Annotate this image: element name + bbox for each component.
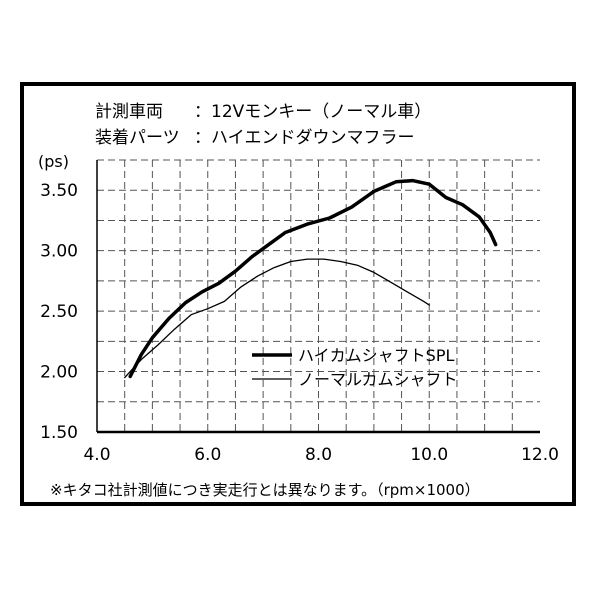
- x-tick-label: 8.0: [305, 445, 332, 465]
- series-line-2: [124, 258, 430, 379]
- legend: ハイカムシャフトSPL ノーマルカムシャフト: [252, 346, 458, 389]
- x-tick-label: 6.0: [194, 445, 221, 465]
- header-line1-label: 計測車両: [95, 102, 163, 122]
- y-tick-label: 3.00: [40, 242, 78, 262]
- y-tick-label: 2.00: [40, 363, 78, 383]
- header-line1-value: ：12Vモンキー（ノーマル車）: [194, 102, 431, 122]
- chart-frame: [20, 82, 576, 506]
- x-tick-label: 4.0: [83, 445, 110, 465]
- y-axis-unit: (ps): [38, 152, 69, 171]
- footnote: ※キタコ社計測値につき実走行とは異なります。（rpm×1000）: [50, 481, 480, 499]
- series-lines: [124, 178, 498, 379]
- header-line2-label: 装着パーツ: [95, 128, 180, 148]
- series-line-1: [128, 178, 498, 379]
- y-tick-label: 2.50: [40, 302, 78, 322]
- x-tick-label: 12.0: [521, 445, 559, 465]
- tick-labels: 4.0 6.0 8.0 10.0 12.0 1.50 2.00 2.50 3.00 3.50: [40, 181, 559, 465]
- legend-label-2: ノーマルカムシャフト: [298, 370, 458, 389]
- x-tick-label: 10.0: [410, 445, 448, 465]
- y-tick-label: 1.50: [40, 423, 78, 443]
- header-line2-value: ：ハイエンドダウンマフラー: [194, 128, 415, 148]
- y-tick-label: 3.50: [40, 181, 78, 201]
- legend-label-1: ハイカムシャフトSPL: [298, 346, 454, 365]
- grid: [96, 159, 540, 434]
